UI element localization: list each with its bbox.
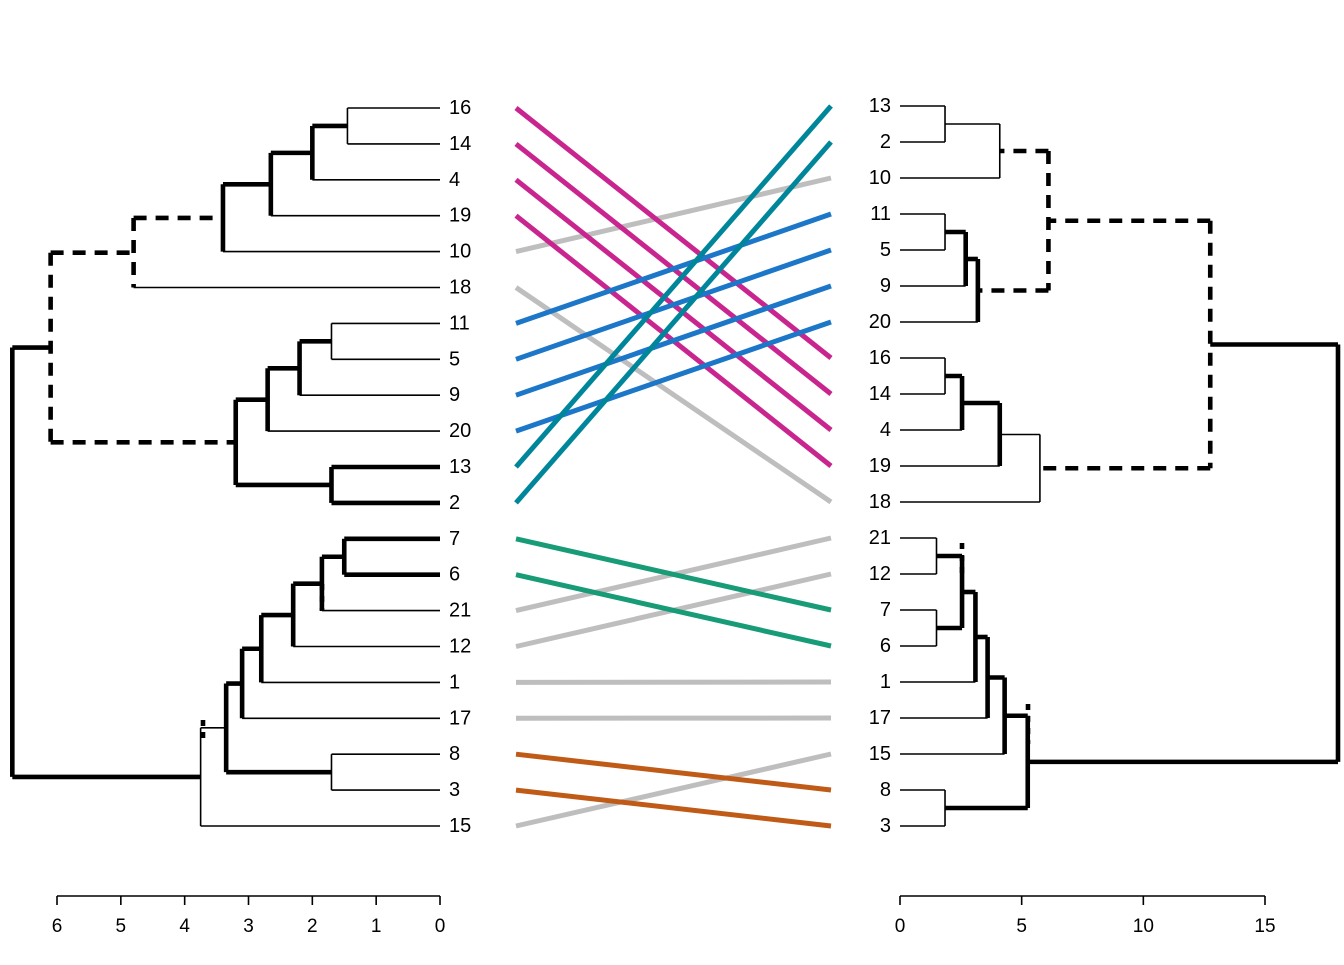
leaf-label: 14 (869, 383, 891, 405)
leaf-label: 10 (869, 167, 891, 189)
axis-tick-label: 4 (179, 916, 190, 937)
axis-tick-label: 5 (116, 916, 127, 937)
leaf-label: 13 (869, 95, 891, 117)
leaf-label: 15 (449, 815, 471, 837)
leaf-label: 20 (449, 420, 471, 442)
leaf-label: 13 (449, 456, 471, 478)
leaf-label: 8 (449, 743, 460, 765)
leaf-label: 1 (880, 671, 891, 693)
left-axis: 6 5 4 3 2 1 0 (52, 896, 446, 937)
leaf-label: 2 (449, 492, 460, 514)
dashed-branch-marks (203, 543, 1028, 744)
axis-tick-label: 3 (243, 916, 254, 937)
leaf-label: 18 (869, 491, 891, 513)
leaf-label: 14 (449, 133, 471, 155)
leaf-label: 21 (869, 527, 891, 549)
leaf-label: 18 (449, 277, 471, 299)
leaf-label: 19 (449, 205, 471, 227)
leaf-label: 16 (869, 347, 891, 369)
leaf-label: 17 (449, 707, 471, 729)
axis-tick-label: 10 (1133, 916, 1154, 937)
leaf-label: 8 (880, 779, 891, 801)
axis-tick-label: 0 (895, 916, 906, 937)
leaf-label: 19 (869, 455, 891, 477)
leaf-label: 4 (880, 419, 891, 441)
leaf-label: 10 (449, 241, 471, 263)
leaf-label: 3 (880, 815, 891, 837)
axis-tick-label: 2 (307, 916, 318, 937)
axis-tick-label: 5 (1016, 916, 1027, 937)
connection-lines (516, 106, 831, 826)
leaf-label: 20 (869, 311, 891, 333)
leaf-label: 15 (869, 743, 891, 765)
leaf-label: 7 (880, 599, 891, 621)
leaf-label: 9 (449, 384, 460, 406)
leaf-label: 2 (880, 131, 891, 153)
leaf-label: 5 (449, 348, 460, 370)
axis-tick-label: 6 (52, 916, 63, 937)
leaf-connection-line (516, 790, 831, 826)
axis-tick-label: 0 (435, 916, 446, 937)
axis-tick-label: 1 (371, 916, 382, 937)
leaf-connection-line (516, 754, 831, 826)
leaf-label: 6 (880, 635, 891, 657)
leaf-label: 16 (449, 97, 471, 119)
leaf-connection-line (516, 106, 831, 467)
leaf-label: 21 (449, 600, 471, 622)
leaf-label: 12 (869, 563, 891, 585)
leaf-label: 11 (449, 312, 470, 334)
leaf-connection-line (516, 754, 831, 790)
leaf-label: 12 (449, 636, 471, 658)
leaf-label: 9 (880, 275, 891, 297)
right-dendrogram: 13 2 10 11 5 9 20 16 14 4 19 18 21 12 7 6 1 17 15 8 3 (869, 95, 1338, 837)
left-dendrogram: 16 14 4 19 10 18 11 5 9 20 13 2 7 6 21 12 1 17 8 3 15 (12, 97, 471, 837)
leaf-label: 1 (449, 671, 460, 693)
leaf-label: 7 (449, 528, 460, 550)
leaf-label: 3 (449, 779, 460, 801)
leaf-label: 11 (870, 203, 891, 225)
leaf-label: 4 (449, 169, 460, 191)
leaf-label: 17 (869, 707, 891, 729)
right-axis: 0 5 10 15 (895, 896, 1276, 937)
leaf-label: 6 (449, 564, 460, 586)
axis-tick-label: 15 (1254, 916, 1275, 937)
leaf-label: 5 (880, 239, 891, 261)
